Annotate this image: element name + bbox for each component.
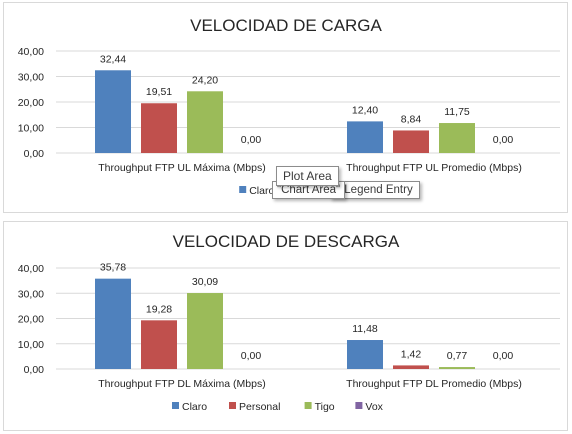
- legend-swatch-vox: [355, 402, 363, 409]
- data-label: 24,20: [192, 74, 218, 86]
- category-label: Throughput FTP DL Promedio (Mbps): [346, 378, 522, 390]
- legend-label: Vox: [365, 401, 383, 413]
- bar-personal-1: [141, 103, 177, 153]
- legend-entry-tooltip: " Legend Entry: [330, 181, 420, 199]
- y-tick-label: 10,00: [18, 123, 44, 135]
- bar-claro-1: [95, 278, 131, 369]
- y-tick-label: 20,00: [18, 314, 44, 326]
- data-label: 11,75: [444, 106, 470, 118]
- legend-label: Claro: [249, 185, 274, 197]
- data-label: 19,51: [146, 86, 172, 98]
- bar-tigo-1: [187, 293, 223, 369]
- data-label: 32,44: [100, 53, 126, 65]
- bar-claro-2: [347, 121, 383, 153]
- category-label: Throughput FTP DL Máxima (Mbps): [98, 378, 265, 390]
- data-label: 0,00: [493, 350, 514, 362]
- data-label: 8,84: [401, 113, 422, 125]
- bar-claro-1: [95, 70, 131, 153]
- bar-personal-2: [393, 365, 429, 369]
- y-tick-label: 30,00: [18, 72, 44, 84]
- chart-title: VELOCIDAD DE DESCARGA: [173, 232, 400, 251]
- bar-tigo-2: [439, 367, 475, 369]
- data-label: 0,77: [447, 350, 468, 362]
- data-label: 0,00: [241, 350, 262, 362]
- bar-tigo-1: [187, 91, 223, 153]
- legend-swatch-claro: [172, 402, 179, 409]
- download-chart-svg: VELOCIDAD DE DESCARGA 0,00 10,00 20,00 30,00…: [18, 232, 560, 413]
- data-label: 11,48: [352, 323, 378, 335]
- plot-area-tooltip: Plot Area: [276, 166, 339, 186]
- upload-chart-svg: VELOCIDAD DE CARGA 0,00 10,00 20,00 30,00 40,…: [18, 16, 560, 197]
- legend-label: Tigo: [315, 401, 335, 413]
- chart-title: VELOCIDAD DE CARGA: [190, 16, 382, 35]
- data-label: 12,40: [352, 104, 378, 116]
- legend-swatch-personal: [229, 402, 236, 409]
- bar-tigo-2: [439, 123, 475, 153]
- data-label: 0,00: [493, 134, 514, 146]
- legend-label: Claro: [182, 401, 207, 413]
- data-label: 35,78: [100, 262, 126, 274]
- bar-personal-2: [393, 130, 429, 153]
- data-label: 1,42: [401, 348, 422, 360]
- data-label: 19,28: [146, 303, 172, 315]
- category-label: Throughput FTP UL Promedio (Mbps): [346, 162, 522, 174]
- y-tick-label: 10,00: [18, 339, 44, 351]
- legend-label: Personal: [239, 401, 280, 413]
- y-tick-label: 0,00: [24, 364, 45, 376]
- legend-swatch-claro: [239, 186, 247, 193]
- data-label: 0,00: [241, 134, 262, 146]
- category-label: Throughput FTP UL Máxima (Mbps): [98, 162, 265, 174]
- bar-claro-2: [347, 340, 383, 369]
- y-tick-label: 0,00: [24, 148, 45, 160]
- data-label: 30,09: [192, 276, 218, 288]
- bar-personal-1: [141, 320, 177, 369]
- download-chart[interactable]: VELOCIDAD DE DESCARGA 0,00 10,00 20,00 30,00…: [3, 221, 568, 431]
- y-tick-label: 30,00: [18, 288, 44, 300]
- y-tick-label: 40,00: [18, 46, 44, 58]
- legend-swatch-tigo: [304, 402, 312, 409]
- y-tick-label: 20,00: [18, 97, 44, 109]
- y-tick-label: 40,00: [18, 263, 44, 275]
